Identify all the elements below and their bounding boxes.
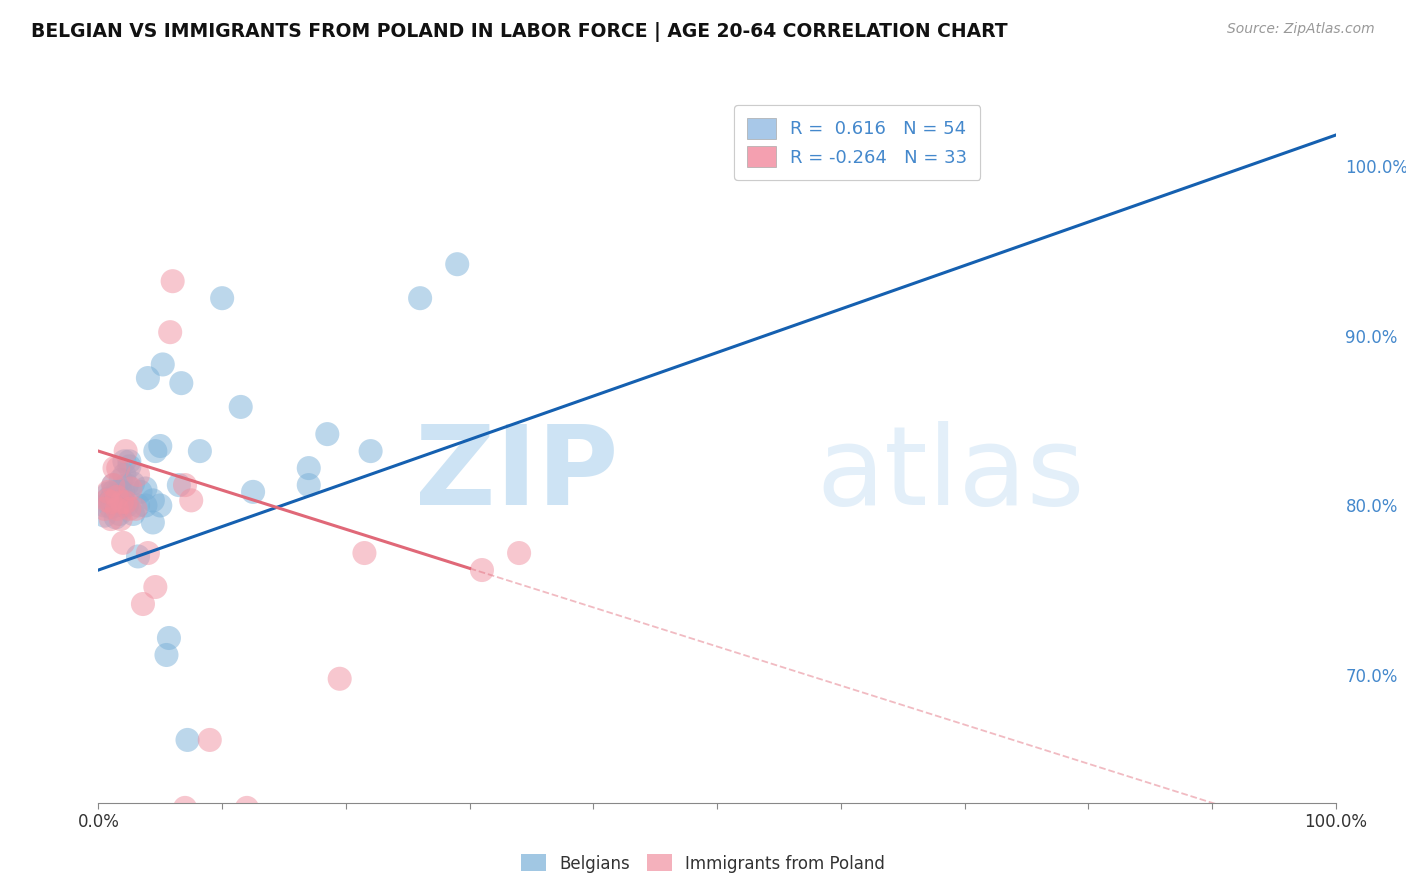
Point xyxy=(298,478,321,492)
Point xyxy=(132,597,155,611)
Text: Source: ZipAtlas.com: Source: ZipAtlas.com xyxy=(1227,22,1375,37)
Point xyxy=(112,484,135,499)
Point xyxy=(100,500,122,515)
Point xyxy=(157,631,180,645)
Point xyxy=(143,580,166,594)
Point xyxy=(124,501,146,516)
Point xyxy=(170,376,193,391)
Point xyxy=(188,444,211,458)
Point xyxy=(298,461,321,475)
Point xyxy=(100,512,122,526)
Point xyxy=(107,461,129,475)
Point xyxy=(409,291,432,305)
Point xyxy=(174,801,197,815)
Point xyxy=(103,461,125,475)
Point xyxy=(104,499,127,513)
Point xyxy=(104,510,127,524)
Point xyxy=(162,274,184,288)
Point xyxy=(167,478,190,492)
Point xyxy=(115,499,138,513)
Point xyxy=(180,493,202,508)
Point xyxy=(110,484,132,499)
Point xyxy=(97,491,120,506)
Point xyxy=(198,733,221,747)
Point xyxy=(112,499,135,513)
Point xyxy=(508,546,530,560)
Point xyxy=(159,325,181,339)
Point xyxy=(120,482,142,496)
Point xyxy=(236,801,259,815)
Point xyxy=(155,648,177,662)
Point xyxy=(360,444,382,458)
Point xyxy=(136,371,159,385)
Point xyxy=(110,512,132,526)
Point xyxy=(114,495,136,509)
Point xyxy=(105,484,128,499)
Point xyxy=(114,444,136,458)
Point xyxy=(103,478,125,492)
Point xyxy=(127,467,149,482)
Point xyxy=(110,473,132,487)
Point xyxy=(108,507,131,521)
Point xyxy=(93,501,115,516)
Point xyxy=(112,454,135,468)
Legend: R =  0.616   N = 54, R = -0.264   N = 33: R = 0.616 N = 54, R = -0.264 N = 33 xyxy=(734,105,980,179)
Point xyxy=(174,478,197,492)
Point xyxy=(118,459,141,474)
Point xyxy=(143,444,166,458)
Point xyxy=(97,484,120,499)
Point xyxy=(152,358,174,372)
Text: ZIP: ZIP xyxy=(415,421,619,528)
Point xyxy=(176,733,198,747)
Point xyxy=(329,672,352,686)
Text: atlas: atlas xyxy=(815,421,1084,528)
Point xyxy=(112,467,135,482)
Point xyxy=(100,495,122,509)
Point xyxy=(122,507,145,521)
Point xyxy=(142,493,165,508)
Point xyxy=(471,563,494,577)
Point xyxy=(142,516,165,530)
Point xyxy=(96,493,118,508)
Point xyxy=(446,257,468,271)
Point xyxy=(93,499,115,513)
Point xyxy=(149,439,172,453)
Point xyxy=(93,508,115,523)
Point xyxy=(136,546,159,560)
Point xyxy=(103,484,125,499)
Point xyxy=(108,495,131,509)
Point xyxy=(100,493,122,508)
Point xyxy=(112,536,135,550)
Point xyxy=(122,476,145,491)
Point xyxy=(115,478,138,492)
Text: BELGIAN VS IMMIGRANTS FROM POLAND IN LABOR FORCE | AGE 20-64 CORRELATION CHART: BELGIAN VS IMMIGRANTS FROM POLAND IN LAB… xyxy=(31,22,1008,42)
Point xyxy=(103,478,125,492)
Point xyxy=(105,490,128,504)
Point xyxy=(118,501,141,516)
Point xyxy=(129,484,152,499)
Point xyxy=(149,499,172,513)
Point xyxy=(742,150,765,164)
Point xyxy=(316,427,339,442)
Point xyxy=(229,400,252,414)
Point xyxy=(105,501,128,516)
Point xyxy=(127,549,149,564)
Point xyxy=(118,454,141,468)
Point xyxy=(111,495,134,509)
Point xyxy=(242,484,264,499)
Point xyxy=(127,499,149,513)
Point xyxy=(97,486,120,500)
Legend: Belgians, Immigrants from Poland: Belgians, Immigrants from Poland xyxy=(515,847,891,880)
Point xyxy=(134,482,156,496)
Point xyxy=(134,499,156,513)
Point xyxy=(105,493,128,508)
Point xyxy=(211,291,233,305)
Point xyxy=(353,546,375,560)
